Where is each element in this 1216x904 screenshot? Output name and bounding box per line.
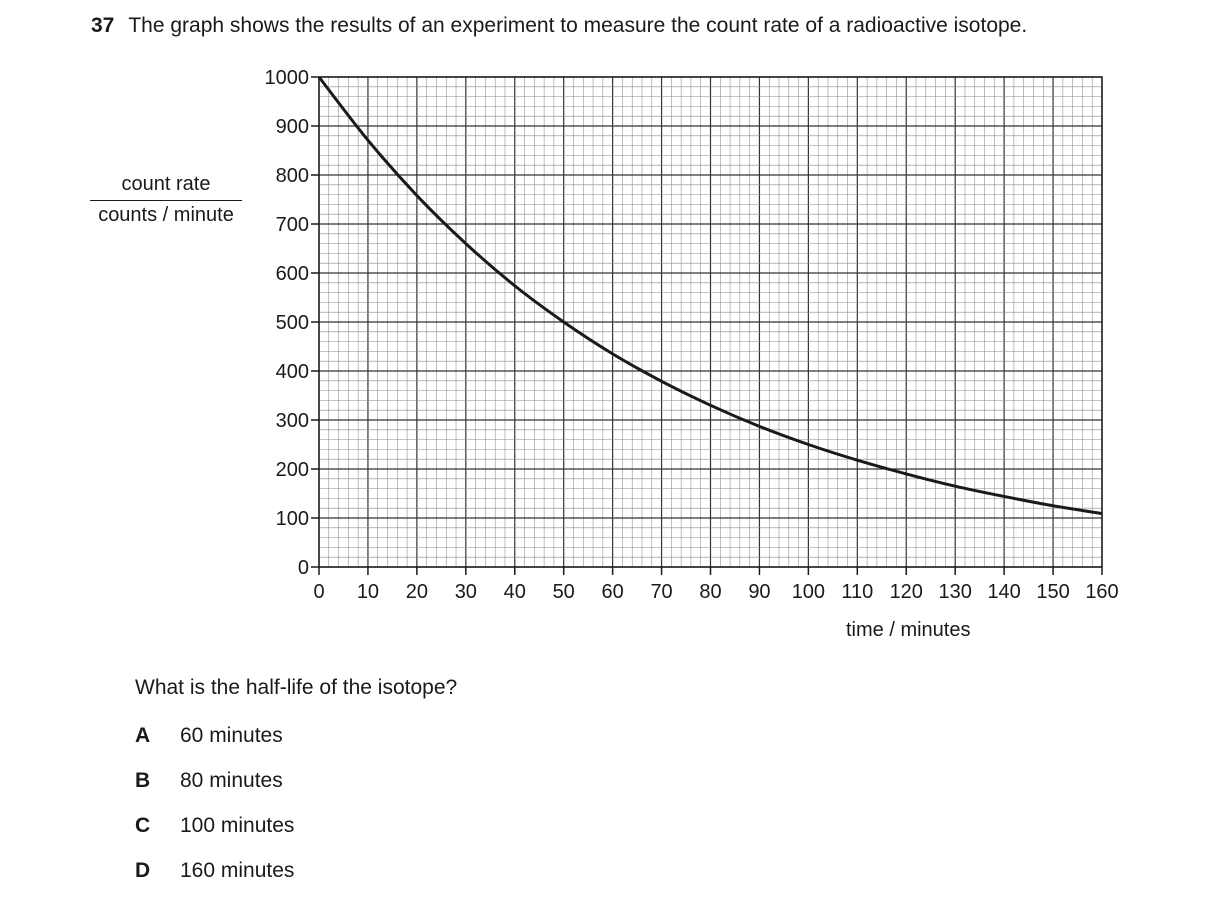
y-axis-label: count rate counts / minute	[86, 173, 246, 227]
option-text: 80 minutes	[180, 769, 283, 792]
option-letter: C	[135, 814, 151, 837]
y-axis-label-divider	[90, 200, 242, 201]
x-tick-label: 160	[1085, 581, 1118, 603]
y-tick-label: 500	[276, 312, 309, 334]
y-tick-label: 800	[276, 165, 309, 187]
x-tick-label: 30	[455, 581, 477, 603]
x-tick-label: 20	[406, 581, 428, 603]
y-tick-label: 300	[276, 410, 309, 432]
y-axis-label-unit: counts / minute	[98, 204, 234, 226]
y-tick-label: 100	[276, 508, 309, 530]
x-tick-label: 140	[987, 581, 1020, 603]
option-letter: A	[135, 724, 151, 747]
y-tick-label: 400	[276, 361, 309, 383]
y-tick-label: 600	[276, 263, 309, 285]
option-b[interactable]: B 80 minutes	[135, 769, 283, 793]
x-tick-label: 80	[699, 581, 721, 603]
x-tick-label: 110	[841, 581, 873, 603]
y-tick-label: 0	[298, 557, 309, 579]
count-rate-chart: 0 100 200 300 400 500 600 700 800 900 1000 0 10 20 30 4…	[265, 67, 1119, 603]
y-tick-label: 1000	[265, 67, 310, 89]
x-tick-label: 10	[357, 581, 379, 603]
x-tick-label: 40	[504, 581, 526, 603]
y-axis-label-quantity: count rate	[121, 173, 211, 195]
x-tick-label: 70	[650, 581, 672, 603]
y-tick-label: 900	[276, 116, 309, 138]
question-header: 37 The graph shows the results of an expe…	[91, 14, 1027, 38]
question-prompt: What is the half-life of the isotope?	[135, 676, 458, 699]
option-letter: B	[135, 769, 151, 792]
option-text: 100 minutes	[180, 814, 295, 837]
x-tick-label: 120	[890, 581, 923, 603]
x-tick-label: 130	[939, 581, 972, 603]
x-tick-label: 150	[1036, 581, 1069, 603]
y-tick-label: 200	[276, 459, 309, 481]
decay-curve	[317, 76, 1103, 516]
option-text: 160 minutes	[180, 859, 295, 882]
question-number: 37	[91, 14, 115, 37]
x-tick-label: 0	[313, 581, 324, 603]
y-tick-label: 700	[276, 214, 309, 236]
question-text: The graph shows the results of an experi…	[128, 14, 1028, 37]
x-tick-label: 50	[553, 581, 575, 603]
option-text: 60 minutes	[180, 724, 283, 747]
x-tick-label: 90	[748, 581, 770, 603]
option-c[interactable]: C 100 minutes	[135, 814, 294, 838]
option-a[interactable]: A 60 minutes	[135, 724, 283, 748]
x-tick-label: 100	[792, 581, 825, 603]
x-tick-label: 60	[602, 581, 624, 603]
option-d[interactable]: D 160 minutes	[135, 859, 294, 883]
option-letter: D	[135, 859, 151, 882]
x-axis-label: time / minutes	[846, 619, 971, 641]
